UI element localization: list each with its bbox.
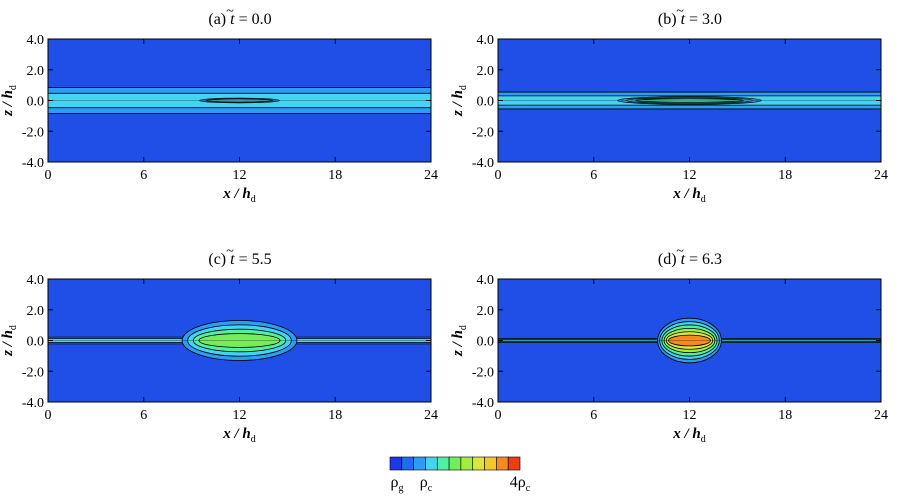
- x-tick-label: 12: [233, 168, 247, 183]
- tilde-mark: ~: [676, 4, 684, 19]
- y-tick-label: 0.0: [27, 95, 45, 110]
- x-tick-label: 0: [45, 408, 52, 423]
- colorbar-cell: [413, 456, 426, 471]
- tilde-mark: ~: [226, 244, 234, 259]
- x-tick-label: 0: [495, 168, 502, 183]
- panel-title: (b) t = 3.0: [658, 11, 722, 28]
- y-axis-label: z / hd: [450, 325, 469, 357]
- y-tick-label: -2.0: [22, 125, 44, 140]
- y-tick-label: -2.0: [472, 125, 494, 140]
- x-axis-label: x / hd: [672, 186, 706, 205]
- x-tick-label: 6: [590, 168, 597, 183]
- x-axis-label: x / hd: [672, 426, 706, 445]
- panel-title: (d) t = 6.3: [658, 251, 722, 268]
- chart-panel: 0 6 12 18 24 4.0 2.0 0.0 -2.0 -4.0 x / hd z / hd (a)…: [0, 4, 438, 205]
- chart-panel: 0 6 12 18 24 4.0 2.0 0.0 -2.0 -4.0 x / hd z / hd (b)…: [450, 4, 888, 205]
- x-tick-label: 6: [140, 168, 147, 183]
- colorbar-cell: [507, 456, 521, 471]
- y-tick-label: 2.0: [27, 64, 45, 79]
- x-tick-label: 0: [45, 168, 52, 183]
- x-tick-label: 6: [590, 408, 597, 423]
- colorbar-cell: [460, 456, 474, 471]
- x-tick-label: 24: [424, 408, 438, 423]
- colorbar-cell: [484, 456, 497, 471]
- tilde-mark: ~: [226, 4, 234, 19]
- colorbar-cell: [436, 456, 450, 471]
- x-tick-label: 24: [874, 168, 888, 183]
- colorbar-label-low: ρg: [391, 474, 404, 494]
- y-tick-label: 4.0: [477, 33, 495, 48]
- y-tick-label: 2.0: [27, 304, 45, 319]
- y-tick-label: 4.0: [27, 33, 45, 48]
- y-tick-label: 0.0: [27, 335, 45, 350]
- x-tick-label: 18: [778, 408, 792, 423]
- y-tick-label: -2.0: [22, 365, 44, 380]
- y-tick-label: 0.0: [477, 335, 495, 350]
- y-tick-label: 4.0: [27, 273, 45, 288]
- y-axis-label: z / hd: [450, 85, 469, 117]
- x-tick-label: 18: [328, 408, 342, 423]
- colorbar-cell: [425, 456, 438, 471]
- plot-area: [48, 87, 431, 114]
- y-tick-label: 2.0: [477, 64, 495, 79]
- x-tick-label: 12: [233, 408, 247, 423]
- colorbar-cell: [389, 456, 403, 471]
- colorbar-cell: [496, 456, 509, 471]
- y-axis-label: z / hd: [0, 85, 19, 117]
- colorbar-label-high: 4ρc: [510, 474, 531, 494]
- colorbar-cell: [472, 456, 485, 471]
- plot-area: [48, 320, 431, 361]
- x-axis-label: x / hd: [222, 186, 256, 205]
- y-tick-label: -2.0: [472, 365, 494, 380]
- x-tick-label: 12: [683, 408, 697, 423]
- panels: 0 6 12 18 24 4.0 2.0 0.0 -2.0 -4.0 x / hd z / hd (a)…: [0, 4, 888, 445]
- colorbar-cell: [448, 456, 462, 471]
- plot-area: [498, 317, 881, 364]
- x-tick-label: 6: [140, 408, 147, 423]
- tilde-mark: ~: [676, 244, 684, 259]
- colorbar-label-mid: ρc: [420, 474, 433, 494]
- colorbar-cells: [389, 456, 521, 471]
- plot-area: [498, 91, 881, 110]
- x-tick-label: 18: [778, 168, 792, 183]
- y-tick-label: -4.0: [22, 396, 44, 411]
- panel-title: (a) t = 0.0: [208, 11, 271, 28]
- y-tick-label: -4.0: [472, 396, 494, 411]
- x-tick-label: 24: [874, 408, 888, 423]
- y-tick-label: 2.0: [477, 304, 495, 319]
- y-tick-label: -4.0: [22, 156, 44, 171]
- chart-panel: 0 6 12 18 24 4.0 2.0 0.0 -2.0 -4.0 x / hd z / hd (d)…: [450, 244, 888, 445]
- y-tick-label: -4.0: [472, 156, 494, 171]
- y-axis-label: z / hd: [0, 325, 19, 357]
- x-tick-label: 24: [424, 168, 438, 183]
- y-tick-label: 0.0: [477, 95, 495, 110]
- x-tick-label: 18: [328, 168, 342, 183]
- x-tick-label: 12: [683, 168, 697, 183]
- colorbar-cell: [401, 456, 414, 471]
- x-axis-label: x / hd: [222, 426, 256, 445]
- x-tick-label: 0: [495, 408, 502, 423]
- chart-panel: 0 6 12 18 24 4.0 2.0 0.0 -2.0 -4.0 x / hd z / hd (c)…: [0, 244, 438, 445]
- panel-title: (c) t = 5.5: [208, 251, 271, 268]
- colorbar: ρg ρc 4ρc: [389, 456, 531, 494]
- y-tick-label: 4.0: [477, 273, 495, 288]
